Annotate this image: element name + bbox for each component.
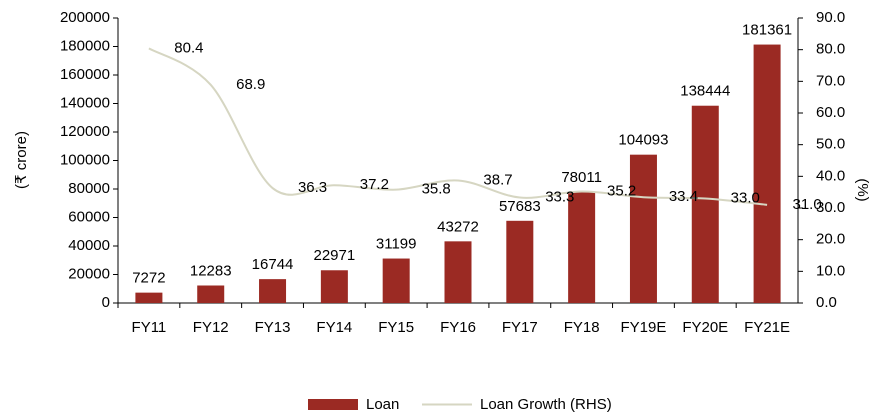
- line-label: 38.7: [483, 171, 512, 188]
- y2-tick-label: 30.0: [816, 199, 845, 216]
- y2-tick-label: 50.0: [816, 136, 845, 153]
- x-tick-label: FY11: [132, 319, 167, 336]
- line-label: 33.0: [731, 189, 760, 206]
- bar-label: 22971: [314, 247, 356, 264]
- bar: [506, 220, 534, 303]
- y2-tick-label: 20.0: [816, 231, 845, 248]
- y-tick-label: 140000: [60, 94, 110, 111]
- y2-tick-label: 90.0: [816, 9, 845, 26]
- y-tick-label: 60000: [68, 208, 110, 225]
- y2-tick-label: 60.0: [816, 104, 845, 121]
- bar-label: 43272: [437, 218, 479, 235]
- line-label: 37.2: [360, 176, 389, 193]
- legend-swatch: [308, 399, 358, 410]
- bar: [135, 292, 163, 303]
- y-tick-label: 0: [102, 294, 110, 311]
- x-tick-label: FY16: [440, 319, 476, 336]
- x-tick-label: FY15: [378, 319, 414, 336]
- x-tick-label: FY20E: [682, 319, 728, 336]
- y-tick-label: 80000: [68, 180, 110, 197]
- x-tick-label: FY14: [316, 319, 352, 336]
- y-tick-label: 160000: [60, 66, 110, 83]
- bar: [320, 270, 348, 303]
- bar-label: 7272: [132, 270, 165, 287]
- line-label: 80.4: [174, 39, 203, 56]
- x-tick-label: FY19E: [621, 319, 667, 336]
- bar: [259, 279, 287, 303]
- bar: [444, 241, 472, 303]
- bar: [629, 154, 657, 303]
- x-tick-label: FY18: [564, 319, 600, 336]
- y2-tick-label: 0.0: [816, 294, 837, 311]
- line-label: 35.8: [422, 181, 451, 198]
- line-label: 68.9: [236, 76, 265, 93]
- x-tick-label: FY13: [255, 319, 291, 336]
- y-tick-label: 100000: [60, 151, 110, 168]
- y2-tick-label: 40.0: [816, 167, 845, 184]
- line-label: 35.2: [607, 183, 636, 200]
- line-label: 33.4: [669, 188, 698, 205]
- bar-label: 57683: [499, 198, 541, 215]
- bar-label: 16744: [252, 256, 294, 273]
- bar: [691, 105, 719, 303]
- bar-label: 104093: [618, 132, 668, 149]
- bar-label: 78011: [561, 169, 602, 186]
- line: [148, 47, 768, 206]
- bar: [197, 285, 225, 303]
- y2-axis-label: (%): [854, 178, 871, 201]
- y-tick-label: 120000: [60, 123, 110, 140]
- y-axis-label: (₹ crore): [13, 131, 30, 189]
- line-label: 36.3: [298, 179, 327, 196]
- x-tick-label: FY17: [502, 319, 538, 336]
- y2-tick-label: 80.0: [816, 41, 845, 58]
- y-tick-label: 180000: [60, 37, 110, 54]
- y-tick-label: 40000: [68, 237, 110, 254]
- x-tick-label: FY12: [193, 319, 229, 336]
- legend-label: Loan Growth (RHS): [480, 396, 612, 413]
- bar: [753, 44, 781, 303]
- y2-tick-label: 10.0: [816, 262, 845, 279]
- line-label: 33.3: [545, 189, 574, 206]
- x-tick-label: FY21E: [744, 319, 790, 336]
- bar-label: 138444: [680, 83, 730, 100]
- bar: [382, 258, 410, 303]
- y-tick-label: 20000: [68, 265, 110, 282]
- bar-label: 12283: [190, 262, 232, 279]
- bar: [568, 191, 596, 303]
- y-tick-label: 200000: [60, 9, 110, 26]
- bar-label: 31199: [376, 236, 417, 253]
- line-label: 31.0: [792, 196, 821, 213]
- y2-tick-label: 70.0: [816, 72, 845, 89]
- bar-label: 181361: [742, 22, 792, 39]
- legend-label: Loan: [366, 396, 399, 413]
